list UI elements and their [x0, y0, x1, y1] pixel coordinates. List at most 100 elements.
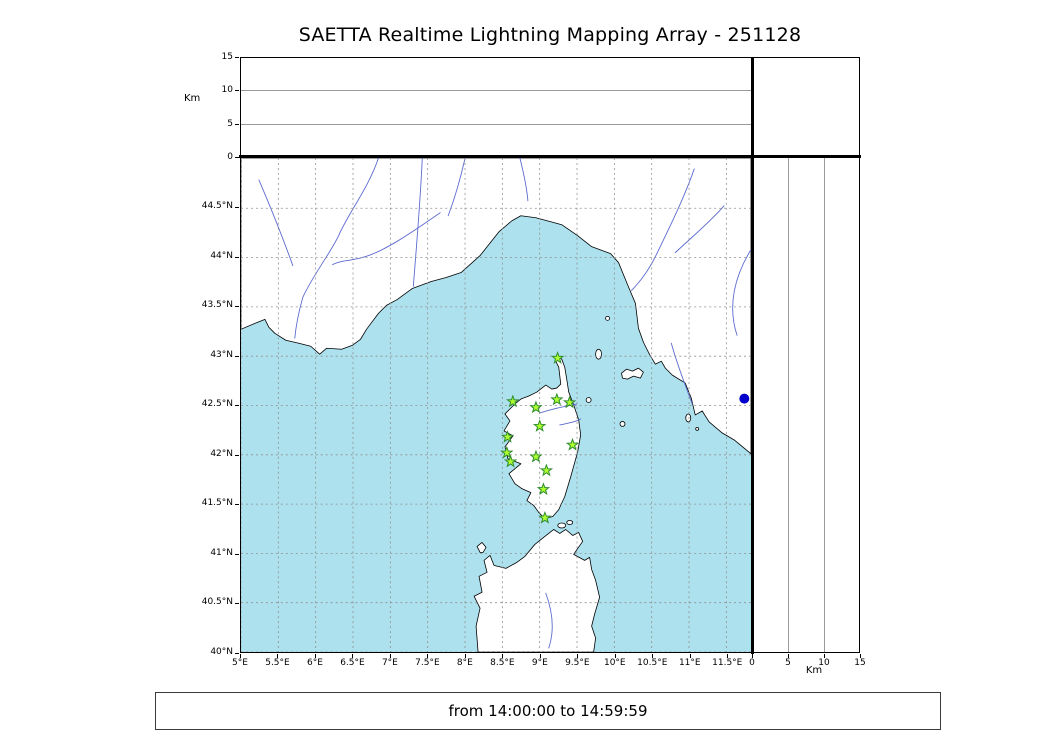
maddalena-island — [557, 522, 567, 529]
altitude-tick-label: 10 — [221, 85, 233, 96]
station-markers — [500, 351, 750, 524]
capraia-island — [595, 348, 602, 360]
giannutri-island — [695, 427, 700, 431]
map-svg — [241, 158, 751, 652]
altitude-right-tick-label: 5 — [785, 658, 791, 668]
lat-tick-label: 40°N — [210, 647, 233, 657]
asinara-island — [476, 542, 487, 553]
pianosa-island — [585, 397, 592, 403]
river-ombrone — [670, 342, 693, 405]
altitude-right-tick-label: 10 — [818, 658, 830, 668]
altitude-tick-label: 0 — [227, 152, 233, 162]
altitude-right-tickmark — [752, 654, 753, 658]
lon-tick-label: 11°E — [678, 658, 701, 668]
lat-tick-label: 44.5°N — [201, 201, 233, 212]
station-marker — [539, 463, 554, 477]
lon-tick-label: 9°E — [531, 658, 548, 668]
lon-tickmark — [502, 654, 504, 658]
mainland-coastline — [241, 158, 751, 455]
lat-tickmark — [235, 256, 239, 258]
corner-panel — [752, 57, 860, 157]
lon-tick-label: 9.5°E — [565, 658, 590, 668]
altitude-tickmark — [235, 123, 239, 125]
river-west — [258, 179, 294, 267]
lat-tick-label: 42.5°N — [201, 399, 233, 410]
station-marker — [500, 430, 515, 443]
lon-tick-label: 10°E — [603, 658, 626, 668]
river-durance — [332, 212, 441, 266]
lat-tickmark — [235, 653, 239, 654]
altitude-longitude-panel — [240, 57, 752, 157]
lon-tickmark — [240, 654, 241, 658]
altitude-tick-label: 5 — [227, 118, 233, 129]
lon-tick-label: 6.5°E — [340, 658, 365, 668]
lat-tickmark — [235, 306, 239, 308]
station-marker — [565, 437, 580, 451]
station-marker — [562, 395, 577, 409]
river-tiber — [732, 249, 751, 336]
station-marker — [506, 394, 520, 408]
lat-tick-label: 43°N — [210, 349, 233, 360]
corsica-coastline — [503, 355, 582, 519]
station-marker — [536, 482, 551, 496]
montecristo-island — [619, 421, 626, 427]
station-marker — [532, 419, 547, 432]
station-marker — [538, 510, 552, 524]
page-title: SAETTA Realtime Lightning Mapping Array … — [298, 24, 802, 46]
lat-tick-label: 42°N — [210, 448, 233, 459]
panel-divider-horizontal — [239, 155, 861, 158]
altitude-panel-gridline — [241, 90, 751, 92]
altitude-tickmark — [235, 57, 239, 58]
time-range-box: from 14:00:00 to 14:59:59 — [155, 692, 941, 730]
altitude-tickmark — [235, 157, 239, 158]
river-arno-branch — [674, 205, 725, 254]
lon-tick-label: 5°E — [232, 658, 248, 668]
station-marker — [500, 445, 514, 459]
maddalena-island-2 — [566, 520, 574, 525]
lon-tickmark — [577, 654, 579, 658]
lon-tick-label: 11.5°E — [712, 658, 743, 668]
lat-tickmark — [235, 603, 239, 605]
lat-tickmark — [235, 454, 239, 456]
altitude-panel-gridline — [241, 123, 751, 125]
altitude-right-tickmark — [824, 654, 825, 658]
lon-tickmark — [389, 654, 391, 658]
lon-tick-label: 8°E — [456, 658, 473, 668]
rivers — [258, 158, 751, 649]
river-arno — [631, 168, 695, 291]
station-marker — [550, 392, 564, 406]
river-golo — [539, 403, 578, 414]
lon-tick-label: 10.5°E — [637, 658, 668, 668]
lat-tick-label: 40.5°N — [201, 597, 233, 608]
panel-divider-vertical — [751, 57, 754, 654]
lat-tick-label: 41°N — [210, 547, 233, 558]
river-sardinia — [545, 592, 553, 649]
lat-tickmark — [235, 553, 239, 555]
lon-tickmark — [652, 654, 654, 658]
altitude-axis-label-left: Km — [184, 93, 201, 104]
altitude-right-tick-label: 0 — [749, 658, 755, 668]
station-marker — [529, 449, 543, 463]
lon-tickmark — [352, 654, 354, 658]
lon-tickmark — [727, 654, 729, 658]
altitude-right-tickmark — [860, 654, 861, 658]
lon-tick-label: 6°E — [306, 658, 323, 668]
river-po-tributary — [519, 158, 529, 202]
altitude-panel-gridline — [788, 158, 789, 652]
lat-tickmark — [235, 207, 239, 209]
altitude-latitude-panel — [752, 157, 860, 653]
lon-tickmark — [464, 654, 466, 658]
map-grid — [241, 158, 751, 652]
altitude-tick-label: 15 — [221, 52, 233, 62]
lon-tick-label: 8.5°E — [490, 658, 515, 668]
lat-tickmark — [235, 355, 239, 357]
gorgona-island — [605, 315, 610, 321]
special-station-marker — [739, 393, 750, 404]
lon-tickmark — [614, 654, 616, 658]
giglio-island — [685, 413, 692, 423]
altitude-tickmark — [235, 90, 239, 92]
lon-tickmark — [314, 654, 316, 658]
lat-tickmark — [235, 405, 239, 407]
altitude-panel-gridline — [824, 158, 825, 652]
